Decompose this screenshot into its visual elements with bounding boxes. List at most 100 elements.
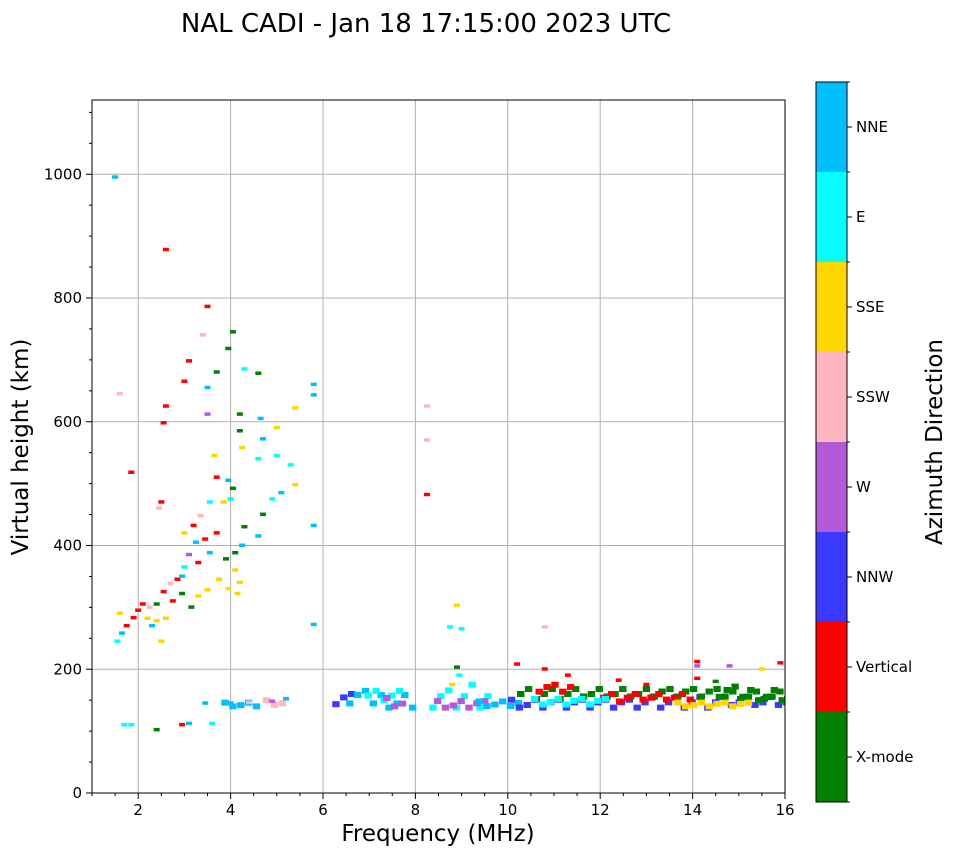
ionogram-echo	[209, 721, 216, 726]
ionogram-echo-band	[530, 695, 539, 702]
ionogram-echo-band	[587, 691, 596, 697]
ionogram-echo-band	[678, 691, 687, 697]
ionogram-echo-band	[768, 693, 776, 700]
ionogram-echo	[236, 429, 243, 433]
ionogram-echo	[181, 531, 188, 535]
ionogram-echo-band	[539, 704, 547, 711]
ionogram-echo-band	[663, 696, 671, 703]
ionogram-echo-band	[562, 704, 571, 711]
ionogram-echo-band	[585, 701, 594, 708]
ionogram-echo-band	[538, 701, 547, 708]
ionogram-echo	[188, 605, 195, 609]
ionogram-echo	[197, 513, 204, 518]
ionogram-echo	[273, 453, 280, 458]
ionogram-echo	[236, 580, 243, 585]
ionogram-echo	[153, 727, 160, 732]
ionogram-echo-band	[221, 699, 229, 706]
x-tick-label: 4	[226, 801, 236, 819]
ionogram-echo-band	[744, 699, 753, 706]
ionogram-echo-band	[468, 681, 476, 688]
ionogram-echo	[202, 537, 209, 541]
ionogram-echo-band	[729, 703, 737, 710]
ionogram-echo	[216, 577, 223, 582]
ionogram-echo	[119, 631, 126, 635]
ionogram-echo	[204, 304, 211, 309]
ionogram-echo-band	[593, 697, 602, 704]
ionogram-echo-band	[364, 692, 372, 699]
y-tick-label: 1000	[44, 165, 82, 183]
grid-lines	[92, 100, 786, 794]
ionogram-echo	[162, 247, 169, 252]
ionogram-echo-band	[506, 703, 515, 710]
ionogram-echo	[179, 722, 186, 727]
ionogram-echo	[423, 404, 430, 408]
ionogram-echo	[192, 540, 199, 544]
ionogram-echo	[162, 616, 169, 621]
ionogram-echo	[186, 721, 193, 726]
ionogram-echo	[195, 560, 202, 565]
ionogram-echo-band	[523, 701, 531, 708]
x-tick-label: 14	[683, 801, 702, 819]
ionogram-echo-band	[608, 691, 616, 697]
ionogram-echo	[128, 722, 135, 727]
ionogram-echo-band	[475, 698, 483, 705]
colorbar-tick-label: SSW	[856, 388, 890, 406]
ionogram-echo	[169, 599, 176, 603]
ionogram-echo-band	[401, 692, 409, 699]
ionogram-echo	[167, 581, 174, 586]
ionogram-echo-band	[408, 704, 417, 711]
ionogram-echo-band	[491, 701, 499, 708]
ionogram-echo-band	[270, 701, 279, 708]
ionogram-echo	[712, 679, 719, 684]
ionogram-echo-band	[346, 700, 354, 707]
x-tick-label: 12	[591, 801, 610, 819]
colorbar-segment	[816, 622, 847, 712]
ionogram-echo-band	[697, 699, 706, 706]
colorbar-segment	[816, 172, 847, 262]
ionogram-echo-band	[441, 704, 450, 711]
ionogram-echo	[213, 531, 220, 535]
ionogram-echo-band	[353, 692, 362, 699]
ionogram-echo	[174, 577, 181, 582]
ionogram-echo-band	[697, 693, 706, 700]
ionogram-echo	[278, 490, 285, 495]
ionogram-echo-band	[372, 687, 380, 694]
ionogram-echo	[615, 678, 622, 682]
ionogram-echo	[310, 523, 317, 528]
ionogram-echo	[225, 586, 232, 591]
axes: 2 4 6 8 10 12 14 16 0 200 400 600 800 1000	[44, 111, 795, 819]
ionogram-echo	[453, 665, 460, 669]
x-tick-label: 10	[498, 801, 517, 819]
ionogram-echo-band	[752, 688, 761, 695]
colorbar-frame	[815, 81, 848, 803]
ionogram-echo	[149, 623, 156, 628]
ionogram-echo	[239, 445, 246, 450]
ionogram-echo-band	[609, 704, 618, 711]
ionogram-echo	[255, 456, 262, 461]
ionogram-echo	[273, 425, 280, 430]
y-axis-label: Virtual height (km)	[8, 339, 34, 556]
ionogram-echo	[158, 639, 165, 643]
ionogram-echo-band	[681, 703, 690, 710]
ionogram-echo-band	[770, 686, 779, 693]
ionogram-echo	[114, 639, 121, 643]
colorbar-tick-label: SSE	[856, 298, 885, 316]
ionogram-echo	[227, 701, 234, 705]
ionogram-echo	[449, 682, 456, 687]
ionogram-echo-band	[562, 701, 570, 708]
ionogram-echo-band	[689, 702, 698, 709]
ionogram-echo-band	[570, 697, 578, 704]
ionogram-echo-band	[731, 683, 739, 690]
ionogram-echo-band	[623, 694, 632, 701]
ionogram-echo	[211, 453, 218, 458]
colorbar-label: Azimuth Direction	[922, 339, 948, 545]
y-tick-label: 800	[53, 289, 82, 307]
ionogram-echo	[239, 543, 246, 547]
ionogram-echo-band	[774, 701, 783, 708]
ionogram-echo-band	[578, 695, 586, 702]
ionogram-echo-band	[642, 686, 651, 693]
ionogram-echo	[112, 175, 119, 179]
ionogram-echo	[179, 591, 186, 596]
ionogram-echo-band	[689, 686, 698, 693]
ionogram-echo	[423, 438, 430, 442]
